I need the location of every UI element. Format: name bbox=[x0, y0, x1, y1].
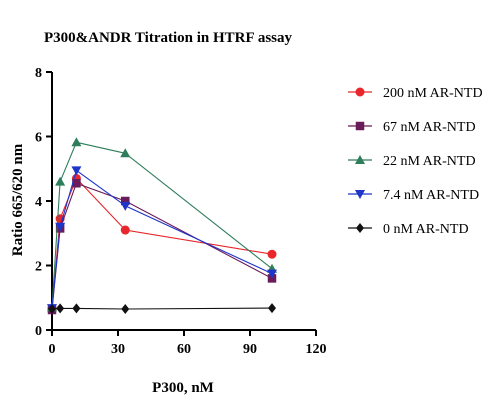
marker-square bbox=[121, 196, 130, 206]
y-tick-label: 2 bbox=[35, 260, 42, 275]
marker-circle bbox=[267, 249, 277, 259]
marker-diamond bbox=[356, 223, 364, 233]
x-tick-label: 0 bbox=[49, 342, 56, 357]
marker-triangle-down bbox=[120, 201, 131, 211]
series-line bbox=[51, 177, 273, 310]
marker-circle bbox=[120, 225, 130, 235]
series-4 bbox=[48, 303, 276, 315]
plot-area bbox=[47, 137, 277, 315]
marker-diamond bbox=[72, 303, 81, 314]
x-tick-label: 120 bbox=[306, 342, 327, 357]
marker-diamond bbox=[56, 303, 65, 314]
marker-triangle-down bbox=[355, 190, 365, 199]
legend-label: 0 nM AR-NTD bbox=[383, 222, 469, 237]
y-tick-label: 0 bbox=[35, 324, 42, 339]
series-1 bbox=[47, 179, 277, 315]
y-tick-label: 8 bbox=[35, 66, 42, 81]
legend-label: 22 nM AR-NTD bbox=[383, 154, 476, 169]
marker-triangle-up bbox=[71, 137, 82, 147]
marker-triangle-up bbox=[55, 176, 66, 186]
series-0 bbox=[47, 173, 277, 314]
series-line bbox=[51, 169, 273, 309]
legend-item: 0 nM AR-NTD bbox=[348, 222, 469, 237]
legend: 200 nM AR-NTD 67 nM AR-NTD 22 nM AR-NTD 7.4… bbox=[348, 86, 483, 237]
marker-circle bbox=[355, 87, 365, 97]
axes: 0 2 4 6 8 0 30 60 90 120 bbox=[35, 66, 327, 357]
legend-label: 200 nM AR-NTD bbox=[383, 86, 483, 101]
series-line bbox=[51, 141, 273, 308]
marker-diamond bbox=[121, 304, 130, 315]
marker-diamond bbox=[268, 303, 276, 314]
x-axis-label: P300, nM bbox=[152, 380, 214, 396]
x-tick-label: 30 bbox=[111, 342, 125, 357]
marker-triangle-down bbox=[267, 269, 277, 279]
marker-square bbox=[355, 121, 365, 131]
legend-label: 7.4 nM AR-NTD bbox=[383, 188, 479, 203]
marker-diamond bbox=[48, 304, 56, 315]
y-axis-label: Ratio 665/620 nm bbox=[10, 143, 26, 256]
series-line bbox=[51, 182, 273, 311]
y-tick-label: 4 bbox=[35, 195, 42, 210]
marker-triangle-up bbox=[355, 155, 365, 164]
marker-triangle-down bbox=[55, 222, 66, 232]
legend-item: 7.4 nM AR-NTD bbox=[348, 188, 479, 203]
x-tick-label: 60 bbox=[177, 342, 191, 357]
legend-item: 67 nM AR-NTD bbox=[348, 120, 476, 135]
y-tick-label: 6 bbox=[35, 131, 42, 146]
x-tick-label: 90 bbox=[243, 342, 257, 357]
legend-item: 22 nM AR-NTD bbox=[348, 154, 476, 169]
marker-square bbox=[72, 179, 81, 188]
series-line bbox=[51, 307, 273, 310]
chart-title: P300&ANDR Titration in HTRF assay bbox=[44, 30, 293, 46]
marker-triangle-up bbox=[120, 148, 131, 158]
legend-item: 200 nM AR-NTD bbox=[348, 86, 483, 101]
series-3 bbox=[47, 166, 277, 314]
marker-triangle-down bbox=[71, 166, 82, 176]
legend-label: 67 nM AR-NTD bbox=[383, 120, 476, 135]
series-2 bbox=[47, 137, 277, 312]
